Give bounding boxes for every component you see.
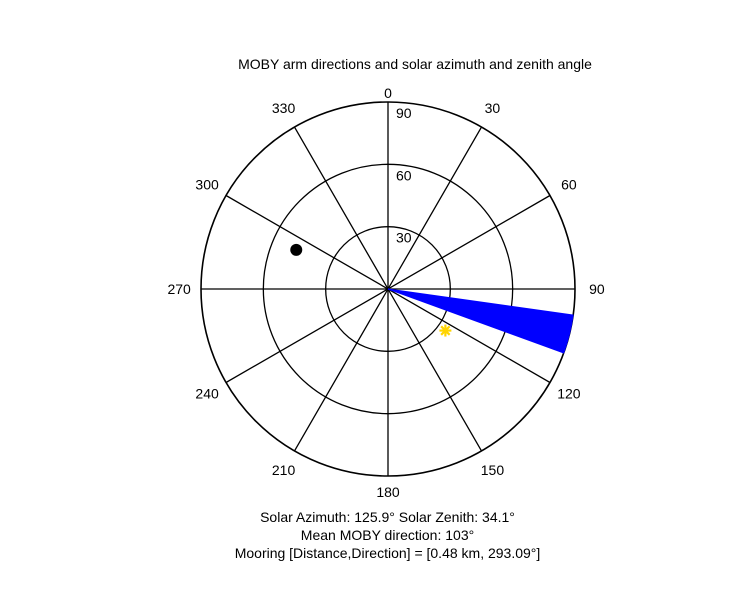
angle-label-0: 0	[384, 85, 392, 101]
sun-ray	[440, 325, 451, 336]
angle-label-60: 60	[561, 177, 577, 193]
moby-arm-sector	[387, 288, 574, 354]
angle-label-90: 90	[589, 281, 605, 297]
caption-solar: Solar Azimuth: 125.9° Solar Zenith: 34.1…	[260, 509, 515, 525]
radial-label-60: 60	[396, 167, 412, 183]
moby-direction-line	[387, 288, 571, 332]
sun-marker	[439, 324, 452, 337]
angle-label-180: 180	[376, 484, 400, 500]
caption-moby-direction: Mean MOBY direction: 103°	[300, 527, 475, 543]
angle-label-30: 30	[485, 100, 501, 116]
polar-labels: 0 30 60 90 120 150 180 210 240 270 300 330 30 60 90	[167, 85, 604, 500]
angle-label-210: 210	[272, 462, 296, 478]
radial-label-30: 30	[396, 230, 412, 246]
polar-marks	[290, 243, 574, 354]
angle-label-240: 240	[195, 385, 219, 401]
angle-label-300: 300	[195, 177, 219, 193]
mooring-marker	[290, 243, 303, 256]
angle-label-150: 150	[481, 462, 505, 478]
radial-label-90: 90	[396, 105, 412, 121]
angle-label-330: 330	[272, 100, 296, 116]
angle-label-270: 270	[167, 281, 191, 297]
chart-title: MOBY arm directions and solar azimuth an…	[238, 56, 592, 72]
angle-label-120: 120	[557, 385, 581, 401]
caption-mooring: Mooring [Distance,Direction] = [0.48 km,…	[234, 545, 541, 561]
